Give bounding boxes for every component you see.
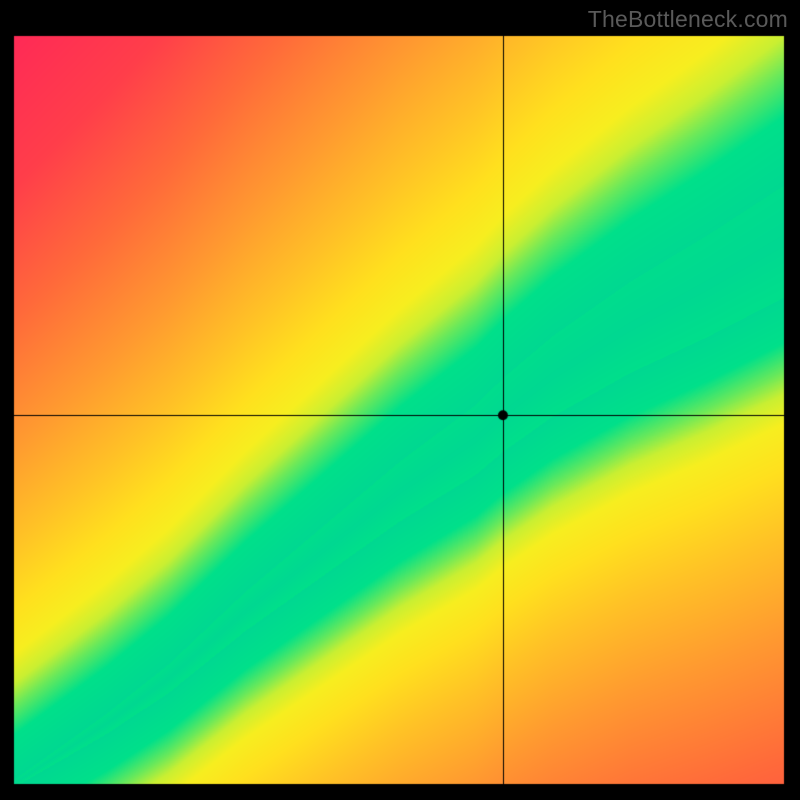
chart-container: TheBottleneck.com (0, 0, 800, 800)
watermark-label: TheBottleneck.com (588, 6, 788, 33)
bottleneck-heatmap-chart (0, 0, 800, 800)
